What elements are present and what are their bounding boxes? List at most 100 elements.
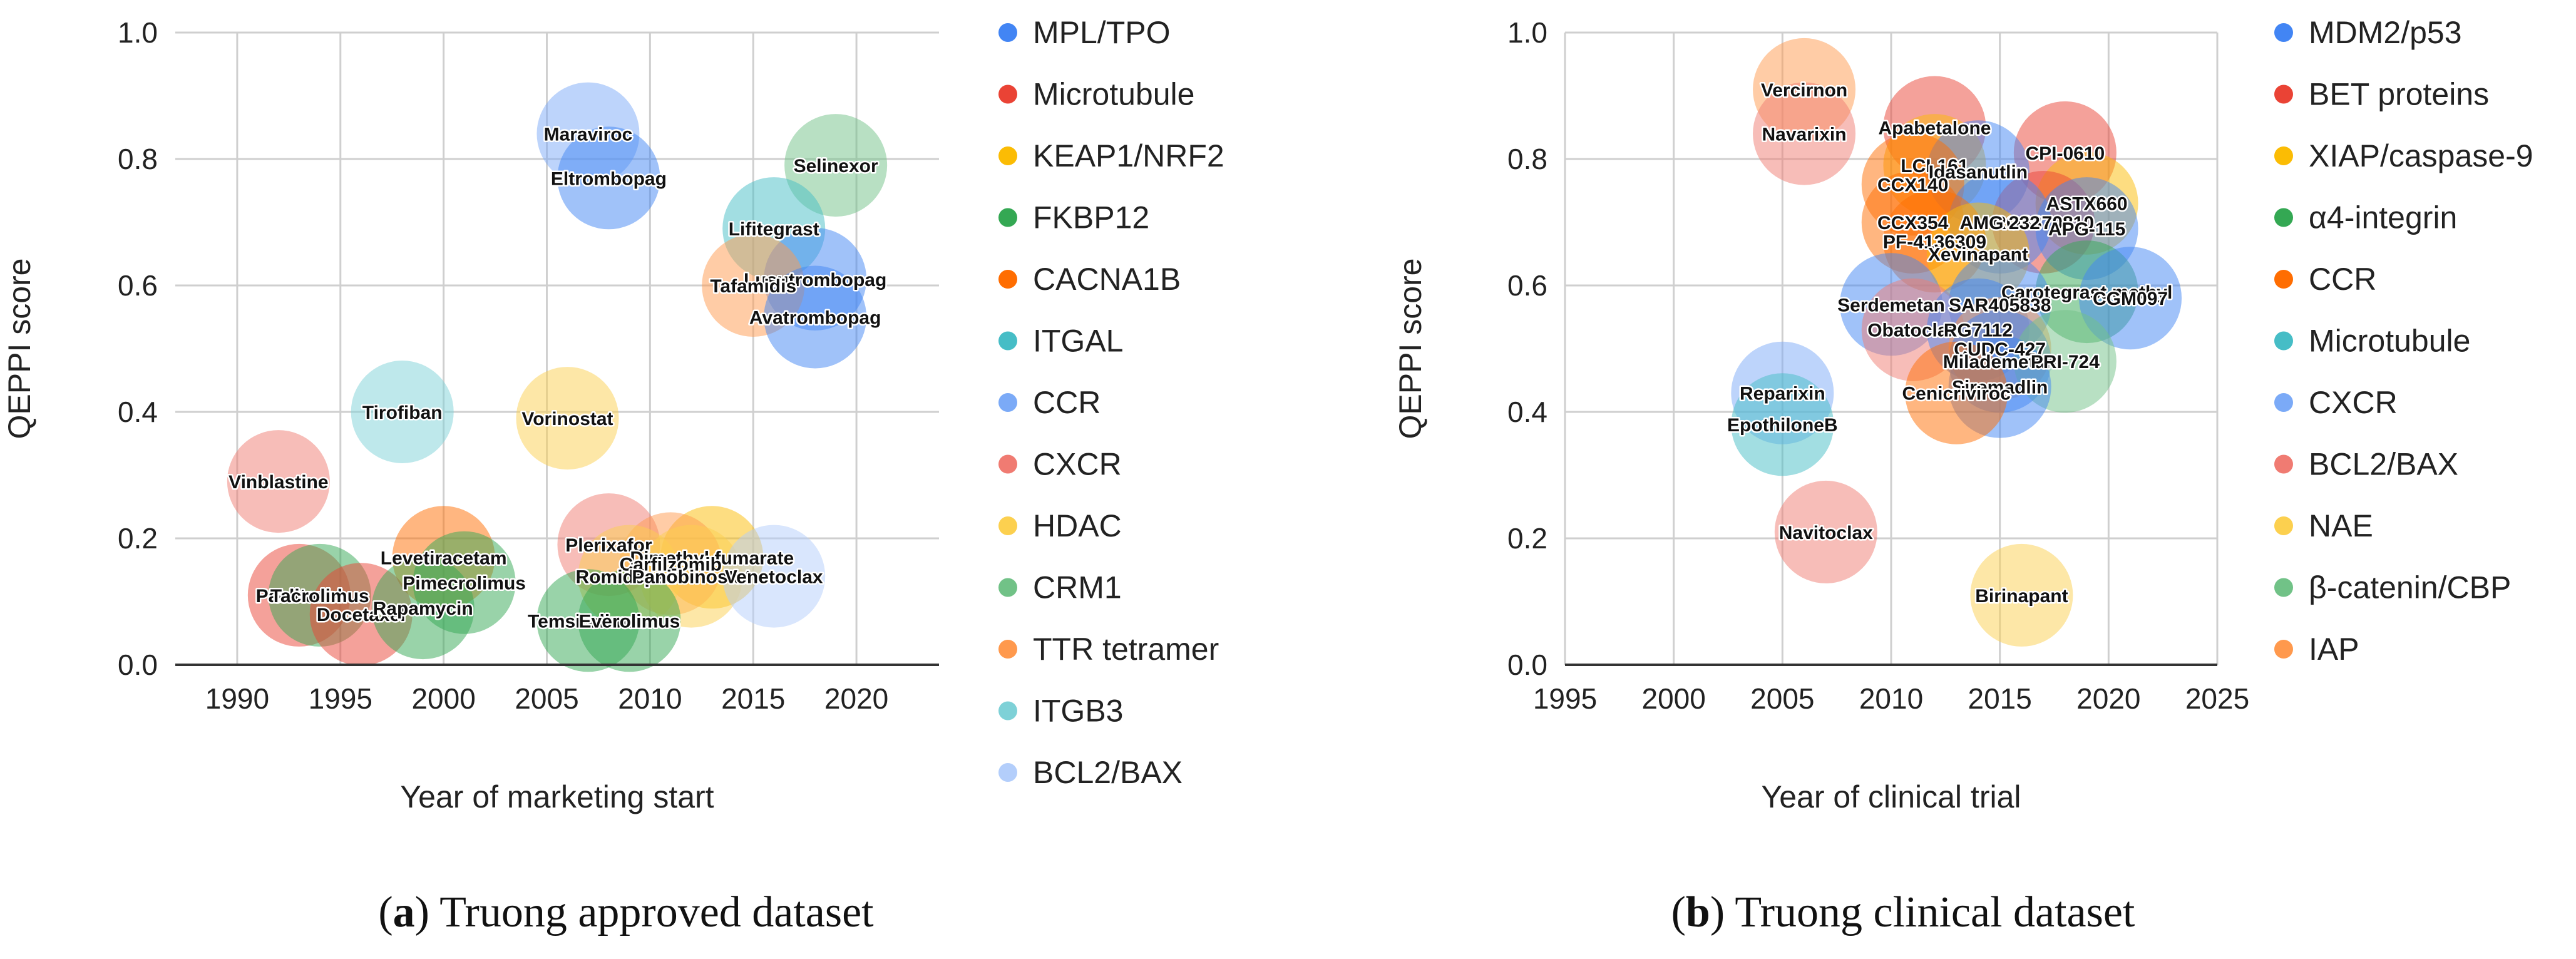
data-label: Birinapant: [1975, 586, 2068, 607]
legend-swatch: [998, 146, 1017, 165]
data-bubble: [1970, 543, 2073, 647]
legend-swatch: [2274, 85, 2293, 104]
caption-text: ) Truong approved dataset: [415, 888, 875, 936]
data-label: SAR405838: [1949, 295, 2051, 315]
x-tick-label: 2005: [515, 682, 578, 715]
data-label: Docetaxel: [317, 605, 406, 625]
data-label: EpothiloneB: [1727, 415, 1838, 436]
legend-swatch: [2274, 23, 2293, 42]
legend-swatch: [998, 763, 1017, 782]
data-label: Reparixin: [1740, 384, 1825, 404]
data-label: RG7112: [1944, 321, 2013, 341]
data-label: PF-4136309: [1883, 232, 1986, 252]
y-tick-label: 0.6: [118, 269, 158, 302]
y-tick-label: 0.0: [118, 649, 158, 681]
data-bubble: [516, 367, 619, 470]
legend: MPL/TPO Microtubule KEAP1/NRF2 FKBP12 CACNA1…: [998, 15, 1224, 790]
figure-caption: (a) Truong approved dataset: [378, 888, 874, 936]
legend-label: CCR: [1033, 385, 1101, 420]
legend-swatch: [998, 331, 1017, 351]
legend-swatch: [998, 640, 1017, 659]
caption-letter: a: [393, 888, 415, 936]
x-tick-label: 2025: [2185, 682, 2249, 715]
data-label: PRI-724: [2031, 352, 2100, 372]
caption-text: ) Truong clinical dataset: [1710, 888, 2135, 936]
legend-swatch: [2274, 208, 2293, 227]
legend-label: HDAC: [1033, 508, 1122, 543]
x-axis-title: Year of marketing start: [400, 779, 714, 814]
data-label: Obatoclax: [1867, 321, 1958, 341]
data-label: Tacrolimus: [270, 586, 369, 607]
x-tick-label: 2005: [1750, 682, 1814, 715]
caption-letter: b: [1686, 888, 1710, 936]
data-label: RO6870810: [1993, 213, 2094, 233]
legend-label: XIAP/caspase-9: [2309, 138, 2533, 173]
data-label: Pimecrolimus: [403, 573, 526, 594]
data-label: CCX140: [1877, 175, 1948, 195]
legend-label: CRM1: [1033, 570, 1122, 605]
legend-label: IAP: [2309, 632, 2359, 667]
legend-swatch: [998, 454, 1017, 474]
legend-label: TTR tetramer: [1033, 632, 1219, 667]
legend-swatch: [2274, 331, 2293, 351]
data-label: Idasanutlin: [1929, 162, 2028, 183]
y-tick-label: 0.8: [118, 143, 158, 175]
legend-swatch: [2274, 393, 2293, 412]
data-label: Lusutrombopag: [744, 270, 886, 290]
data-bubble: [371, 556, 475, 660]
data-label: Tafamidis: [710, 276, 796, 297]
data-label: Vercirnon: [1761, 80, 1847, 101]
y-axis-title: QEPPI score: [2, 259, 37, 439]
legend-label: ITGB3: [1033, 694, 1123, 729]
data-label: Milademetan: [1943, 352, 2057, 372]
data-label: Levetiracetam: [381, 548, 507, 568]
y-tick-label: 0.4: [118, 396, 158, 428]
legend-label: BCL2/BAX: [2309, 447, 2458, 482]
legend-label: CCR: [2309, 262, 2376, 297]
data-label: CPI-0610: [2025, 143, 2105, 164]
y-tick-label: 0.4: [1507, 396, 1547, 428]
legend-label: CXCR: [1033, 447, 1122, 482]
legend-label: FKBP12: [1033, 200, 1149, 235]
legend-label: KEAP1/NRF2: [1033, 138, 1224, 173]
bubble-labels: Maraviroc Eltrombopag Selinexor Lifitegrast…: [227, 123, 888, 633]
bubbles: [1731, 38, 2182, 647]
legend-label: Microtubule: [1033, 77, 1194, 112]
bubble-labels: Vercirnon Navarixin Apabetalone CPI-0610 LCL…: [1726, 78, 2174, 608]
legend-swatch: [2274, 640, 2293, 659]
data-label: CUDC-427: [1954, 339, 2046, 360]
data-label: Romidepsin: [576, 567, 684, 588]
legend-label: CACNA1B: [1033, 262, 1181, 297]
y-tick-label: 0.8: [1507, 143, 1547, 175]
y-tick-label: 1.0: [118, 16, 158, 49]
legend: MDM2/p53 BET proteins XIAP/caspase-9 α4-int…: [2274, 15, 2533, 667]
legend-swatch: [998, 85, 1017, 104]
x-tick-label: 2015: [1968, 682, 2031, 715]
x-tick-label: 2000: [1641, 682, 1705, 715]
data-bubble: [1731, 373, 1834, 476]
data-label: Everolimus: [579, 611, 680, 632]
legend-swatch: [998, 270, 1017, 289]
data-label: Vorinostat: [521, 409, 613, 429]
data-label: Plerixafor: [565, 535, 652, 556]
legend-label: Microtubule: [2309, 324, 2470, 359]
legend-swatch: [2274, 146, 2293, 165]
data-label: Temsirolimus: [528, 611, 649, 632]
data-label: Lifitegrast: [729, 219, 819, 240]
data-label: Navitoclax: [1779, 523, 1873, 543]
data-label: Xevinapant: [1928, 245, 2028, 265]
x-tick-label: 2000: [411, 682, 475, 715]
legend-swatch: [998, 578, 1017, 597]
caption-open-paren: (: [378, 888, 393, 936]
data-bubble: [764, 265, 867, 369]
legend-swatch: [2274, 578, 2293, 597]
x-tick-label: 1995: [309, 682, 372, 715]
data-label: Selinexor: [794, 156, 878, 177]
x-tick-label: 2015: [721, 682, 785, 715]
legend-swatch: [2274, 516, 2293, 535]
y-tick-label: 1.0: [1507, 16, 1547, 49]
data-label: Panobinostat: [632, 567, 751, 588]
data-label: Avatrombopag: [749, 308, 881, 329]
data-bubble: [722, 525, 826, 628]
